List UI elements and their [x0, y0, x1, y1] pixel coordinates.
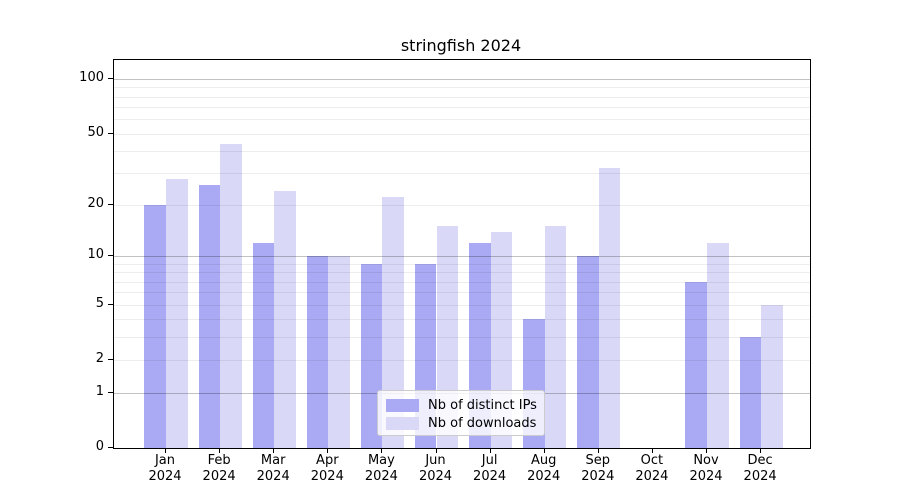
- minor-gridline: [114, 319, 810, 321]
- bar-downloads: [166, 178, 188, 448]
- bar-distinct-ips: [144, 204, 166, 448]
- x-tick-label: Jul 2024: [473, 453, 507, 484]
- x-tick-label: Mar 2024: [256, 453, 290, 484]
- y-tick-label: 5: [95, 295, 104, 311]
- y-tick-label: 0: [95, 439, 104, 454]
- bar-downloads: [274, 190, 296, 448]
- y-tick-label: 2: [95, 351, 104, 367]
- bar-distinct-ips: [252, 242, 275, 448]
- minor-gridline: [114, 151, 810, 153]
- bar-distinct-ips: [577, 256, 599, 448]
- x-tick-label: Apr 2024: [310, 453, 344, 484]
- y-tick-label: 100: [79, 70, 104, 85]
- bar-downloads: [761, 304, 783, 448]
- x-tick-mark: [165, 448, 166, 453]
- y-tick-mark: [108, 203, 113, 205]
- downloads-swatch: [386, 416, 419, 430]
- bar-downloads: [598, 168, 621, 448]
- y-tick-mark: [108, 78, 113, 79]
- bar-downloads: [382, 197, 404, 448]
- bar-distinct-ips: [198, 184, 221, 448]
- x-tick-mark: [543, 448, 545, 453]
- minor-gridline: [114, 281, 810, 283]
- y-tick-label: 10: [87, 247, 104, 263]
- bar-downloads: [707, 242, 729, 448]
- minor-gridline: [114, 87, 810, 89]
- bar-downloads: [328, 256, 350, 448]
- x-tick-mark: [651, 448, 653, 453]
- minor-gridline: [114, 204, 810, 206]
- y-tick-mark: [108, 303, 113, 305]
- legend-label-downloads: Nb of downloads: [428, 415, 537, 431]
- legend-item-downloads: Nb of downloads: [386, 414, 536, 432]
- minor-gridline: [114, 272, 810, 274]
- minor-gridline: [114, 304, 810, 306]
- major-gridline: [114, 79, 810, 80]
- y-tick-label: 20: [87, 195, 104, 211]
- y-tick-mark: [108, 447, 113, 448]
- minor-gridline: [114, 173, 810, 175]
- legend-item-distinct-ips: Nb of distinct IPs: [386, 396, 537, 414]
- x-tick-label: Oct 2024: [635, 453, 669, 484]
- y-tick-mark: [108, 391, 113, 393]
- x-tick-label: Jun 2024: [418, 453, 453, 484]
- minor-gridline: [114, 292, 810, 294]
- bar-downloads: [220, 143, 242, 448]
- y-tick-label: 50: [87, 124, 104, 140]
- y-tick-mark: [108, 132, 113, 134]
- chart-title: stringfish 2024: [400, 36, 522, 55]
- y-tick-mark: [108, 359, 113, 361]
- bar-distinct-ips: [739, 337, 762, 448]
- legend: Nb of distinct IPs Nb of downloads: [377, 390, 545, 436]
- minor-gridline: [114, 133, 810, 135]
- x-tick-mark: [219, 448, 221, 453]
- minor-gridline: [114, 360, 810, 362]
- major-gridline: [114, 256, 810, 258]
- bar-distinct-ips: [685, 281, 707, 448]
- bar-distinct-ips: [306, 256, 329, 448]
- x-tick-label: May 2024: [364, 453, 398, 484]
- x-tick-label: Aug 2024: [527, 453, 561, 484]
- x-tick-mark: [435, 448, 437, 453]
- legend-label-distinct-ips: Nb of distinct IPs: [428, 397, 537, 413]
- x-tick-mark: [381, 448, 383, 453]
- y-tick-mark: [108, 255, 113, 257]
- x-tick-mark: [760, 448, 762, 453]
- x-tick-mark: [597, 448, 599, 453]
- x-tick-label: Nov 2024: [689, 453, 723, 484]
- bar-downloads: [544, 226, 567, 448]
- minor-gridline: [114, 337, 810, 339]
- x-tick-mark: [327, 448, 329, 453]
- x-tick-mark: [489, 448, 491, 453]
- x-tick-label: Jan 2024: [148, 453, 182, 484]
- minor-gridline: [114, 119, 810, 121]
- minor-gridline: [114, 96, 810, 98]
- distinct-ips-swatch: [386, 398, 419, 412]
- minor-gridline: [114, 107, 810, 109]
- x-tick-mark: [706, 448, 707, 453]
- x-tick-label: Dec 2024: [743, 453, 777, 484]
- minor-gridline: [114, 263, 810, 265]
- x-tick-mark: [273, 448, 275, 453]
- x-tick-label: Sep 2024: [581, 453, 615, 484]
- y-tick-label: 1: [95, 383, 104, 399]
- x-tick-label: Feb 2024: [202, 453, 236, 484]
- bar-distinct-ips: [360, 263, 383, 448]
